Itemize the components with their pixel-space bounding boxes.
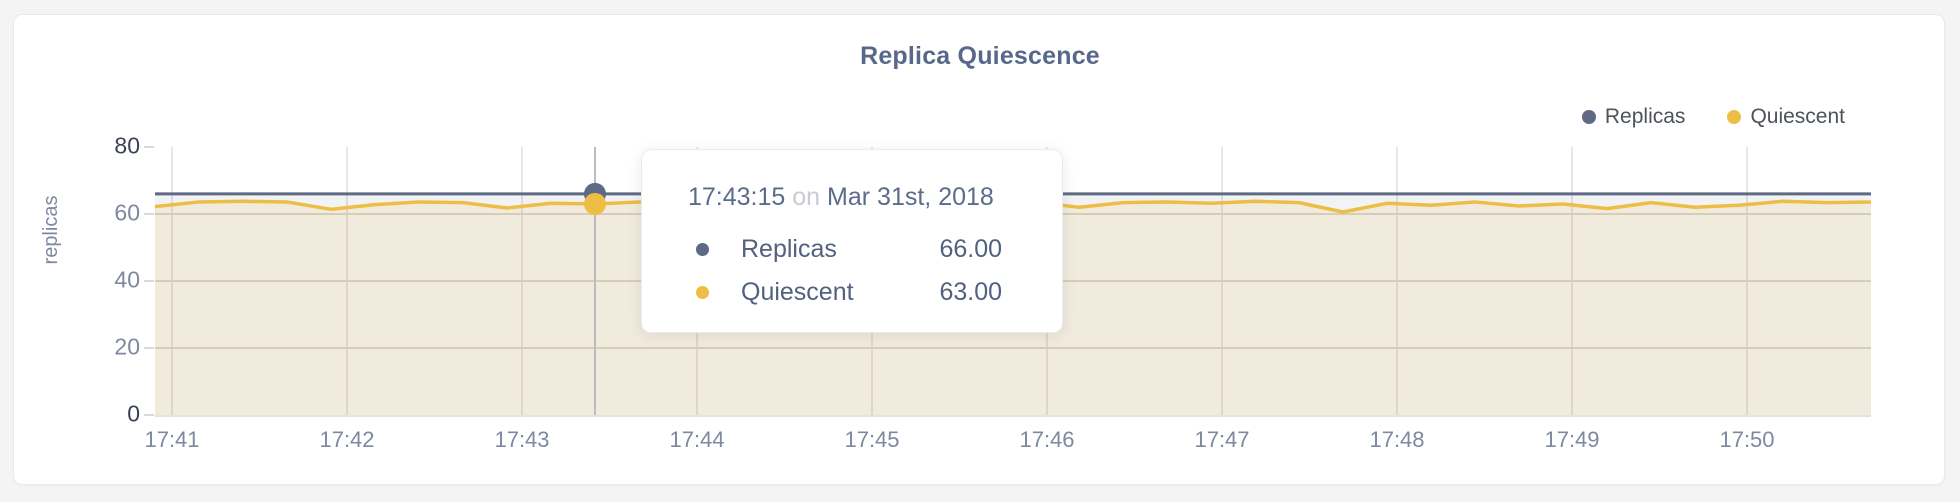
tooltip-date: Mar 31st, 2018 xyxy=(827,183,994,211)
legend-item-replicas[interactable]: Replicas xyxy=(1581,105,1686,129)
y-tick-label: 40 xyxy=(114,266,140,293)
x-tick-label: 17:42 xyxy=(319,427,375,452)
legend-label-quiescent: Quiescent xyxy=(1750,105,1845,128)
chart-tooltip: 17:43:15 on Mar 31st, 2018 Replicas 66.0… xyxy=(641,149,1063,333)
quiescent-series-dot-icon xyxy=(696,286,709,299)
replicas-series-dot-icon xyxy=(696,243,709,256)
y-tick-label: 80 xyxy=(114,132,140,159)
quiescent-series-dot-icon xyxy=(1727,110,1742,124)
tooltip-series-label: Quiescent xyxy=(741,278,854,306)
chart-legend: Replicas Quiescent xyxy=(1581,105,1845,129)
chart-title: Replica Quiescence xyxy=(860,42,1100,70)
tooltip-series-label: Replicas xyxy=(741,235,837,263)
legend-label-replicas: Replicas xyxy=(1604,105,1686,128)
tooltip-rows: Replicas 66.00 Quiescent 63.00 xyxy=(688,228,1002,314)
tooltip-series-value: 66.00 xyxy=(939,235,1002,263)
y-tick-label: 60 xyxy=(114,199,140,226)
x-tick-label: 17:43 xyxy=(494,427,550,452)
tooltip-time: 17:43:15 xyxy=(688,183,786,211)
x-tick-label: 17:41 xyxy=(144,427,200,452)
x-tick-label: 17:45 xyxy=(844,427,900,452)
y-tick-label: 20 xyxy=(114,333,140,360)
tooltip-series-value: 63.00 xyxy=(939,278,1002,306)
highlight-marker-quiescent xyxy=(584,192,606,215)
legend-item-quiescent[interactable]: Quiescent xyxy=(1727,105,1845,129)
tooltip-conjunction: on xyxy=(792,183,821,211)
tooltip-row-quiescent: Quiescent 63.00 xyxy=(688,271,1002,314)
x-tick-label: 17:48 xyxy=(1369,427,1425,452)
replicas-series-dot-icon xyxy=(1581,110,1596,124)
x-tick-label: 17:46 xyxy=(1019,427,1075,452)
tooltip-row-replicas: Replicas 66.00 xyxy=(688,228,1002,271)
tooltip-header: 17:43:15 on Mar 31st, 2018 xyxy=(688,183,1002,212)
y-tick-label: 0 xyxy=(127,400,140,427)
x-tick-label: 17:50 xyxy=(1719,427,1775,452)
x-tick-label: 17:49 xyxy=(1544,427,1600,452)
x-tick-label: 17:47 xyxy=(1194,427,1250,452)
x-tick-label: 17:44 xyxy=(669,427,725,452)
